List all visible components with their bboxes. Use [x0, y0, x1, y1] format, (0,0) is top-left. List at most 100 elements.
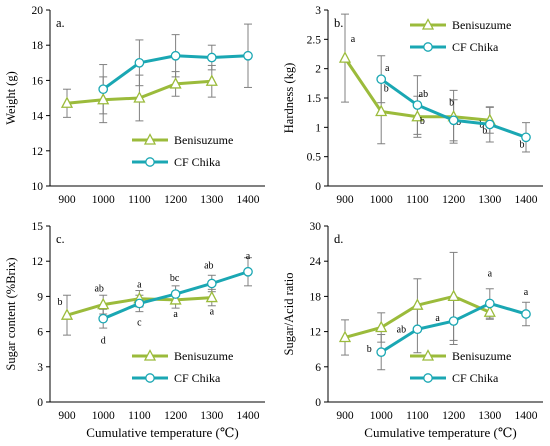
- x-tick-label: 1000: [92, 410, 115, 422]
- significance-label: a: [210, 307, 215, 318]
- significance-label: a: [524, 287, 529, 298]
- y-axis-label: Sugar/Acid ratio: [282, 273, 296, 356]
- y-tick-label: 10: [32, 181, 44, 193]
- data-point-triangle: [169, 77, 182, 89]
- significance-label: ab: [419, 89, 428, 100]
- data-point-triangle: [205, 290, 218, 303]
- significance-label: a: [351, 34, 356, 45]
- x-tick-label: 1400: [515, 194, 538, 206]
- y-tick-label: 6: [37, 327, 43, 339]
- y-tick-label: 0: [315, 181, 321, 193]
- x-tick-label: 1100: [406, 194, 429, 206]
- x-tick-label: 900: [336, 410, 354, 422]
- data-point-circle: [206, 278, 217, 289]
- x-axis-label: Cumulative temperature (℃): [364, 425, 516, 440]
- data-point-circle: [134, 57, 145, 68]
- x-tick-label: 1000: [370, 194, 393, 206]
- data-point-triangle: [411, 298, 424, 310]
- x-tick-label: 1200: [442, 410, 465, 422]
- data-point-circle: [412, 324, 423, 335]
- y-tick-label: 30: [310, 221, 322, 233]
- significance-label: a: [246, 251, 251, 262]
- chart-panel-3: 0 3 6 9 12 15 900 1000 1100 1200 1300 1400 Sugar con…: [4, 221, 265, 440]
- x-tick-label: 1100: [406, 410, 429, 422]
- significance-label: b: [482, 125, 487, 136]
- panel-label: a.: [56, 16, 65, 30]
- y-tick-label: 12: [32, 256, 44, 268]
- legend-marker-triangle: [421, 18, 435, 30]
- significance-label: a: [488, 268, 493, 279]
- legend-label: Benisuzume: [174, 349, 233, 363]
- legend-marker-circle: [145, 373, 155, 383]
- chart-panel-1: 10 12 14 16 18 20 900 1000 1100 1200 1300 1400 Weigh…: [4, 5, 265, 206]
- data-point-triangle: [169, 293, 182, 305]
- y-tick-label: 0.5: [307, 152, 322, 164]
- data-point-circle: [243, 266, 253, 277]
- significance-label: b: [367, 344, 372, 355]
- panel-label: d.: [334, 232, 343, 246]
- x-tick-label: 1000: [370, 410, 393, 422]
- y-axis-label: Sugar content (%Brix): [4, 257, 18, 370]
- legend-marker-circle: [423, 42, 433, 52]
- y-tick-label: 6: [315, 362, 321, 374]
- panel-label: c.: [56, 232, 65, 246]
- significance-label: bc: [170, 273, 180, 284]
- x-tick-label: 1100: [128, 410, 151, 422]
- y-tick-label: 15: [32, 221, 44, 233]
- significance-label: b: [449, 97, 454, 108]
- legend-marker-triangle: [421, 349, 435, 361]
- data-point-circle: [98, 313, 109, 324]
- significance-label: a: [137, 280, 142, 291]
- data-point-circle: [134, 298, 145, 309]
- y-tick-label: 3: [37, 362, 43, 374]
- x-tick-label: 1200: [442, 194, 465, 206]
- x-tick-label: 1100: [128, 194, 151, 206]
- y-tick-label: 14: [32, 111, 44, 123]
- y-axis-label: Hardness (kg): [282, 63, 296, 133]
- y-tick-label: 12: [32, 146, 44, 158]
- data-point-triangle: [97, 92, 110, 105]
- x-tick-label: 1300: [200, 410, 223, 422]
- data-point-circle: [243, 50, 253, 61]
- x-tick-label: 1300: [478, 410, 501, 422]
- data-point-circle: [376, 74, 387, 85]
- significance-label: a: [385, 63, 390, 74]
- panel-label: b.: [334, 16, 343, 30]
- data-point-circle: [206, 52, 217, 63]
- data-point-circle: [170, 289, 181, 299]
- x-tick-label: 900: [336, 194, 354, 206]
- y-tick-label: 3: [315, 5, 321, 17]
- data-point-circle: [484, 119, 495, 130]
- x-tick-label: 1400: [237, 410, 260, 422]
- y-tick-label: 9: [37, 291, 43, 303]
- data-point-circle: [412, 100, 423, 110]
- legend-label: CF Chika: [452, 40, 499, 54]
- x-tick-label: 900: [58, 194, 76, 206]
- significance-label: a: [435, 313, 440, 324]
- y-tick-label: 20: [32, 5, 44, 17]
- data-point-circle: [98, 84, 109, 95]
- x-tick-label: 900: [58, 410, 76, 422]
- legend-label: CF Chika: [174, 371, 221, 385]
- significance-label: d: [101, 336, 106, 347]
- significance-label: ab: [397, 324, 406, 335]
- data-point-triangle: [60, 96, 74, 108]
- data-point-circle: [448, 115, 459, 126]
- legend-label: Benisuzume: [174, 133, 233, 147]
- data-point-circle: [521, 309, 531, 319]
- y-axis-label: Weight (g): [4, 71, 18, 125]
- x-tick-label: 1300: [478, 194, 501, 206]
- chart-panel-2: 0 0.5 1 1.5 2 2.5 3 900 1000 1100 1200 1300 1400 Hard…: [282, 5, 543, 206]
- significance-label: b: [420, 116, 425, 127]
- y-tick-label: 12: [310, 327, 322, 339]
- y-tick-label: 2: [315, 64, 321, 76]
- x-tick-label: 1200: [164, 410, 187, 422]
- legend-label: CF Chika: [452, 371, 499, 385]
- x-tick-label: 1400: [515, 410, 538, 422]
- significance-label: ab: [94, 284, 103, 295]
- data-point-circle: [521, 132, 531, 143]
- data-point-circle: [484, 298, 495, 309]
- significance-label: a: [173, 309, 178, 320]
- y-tick-label: 18: [310, 291, 322, 303]
- data-point-triangle: [447, 289, 460, 302]
